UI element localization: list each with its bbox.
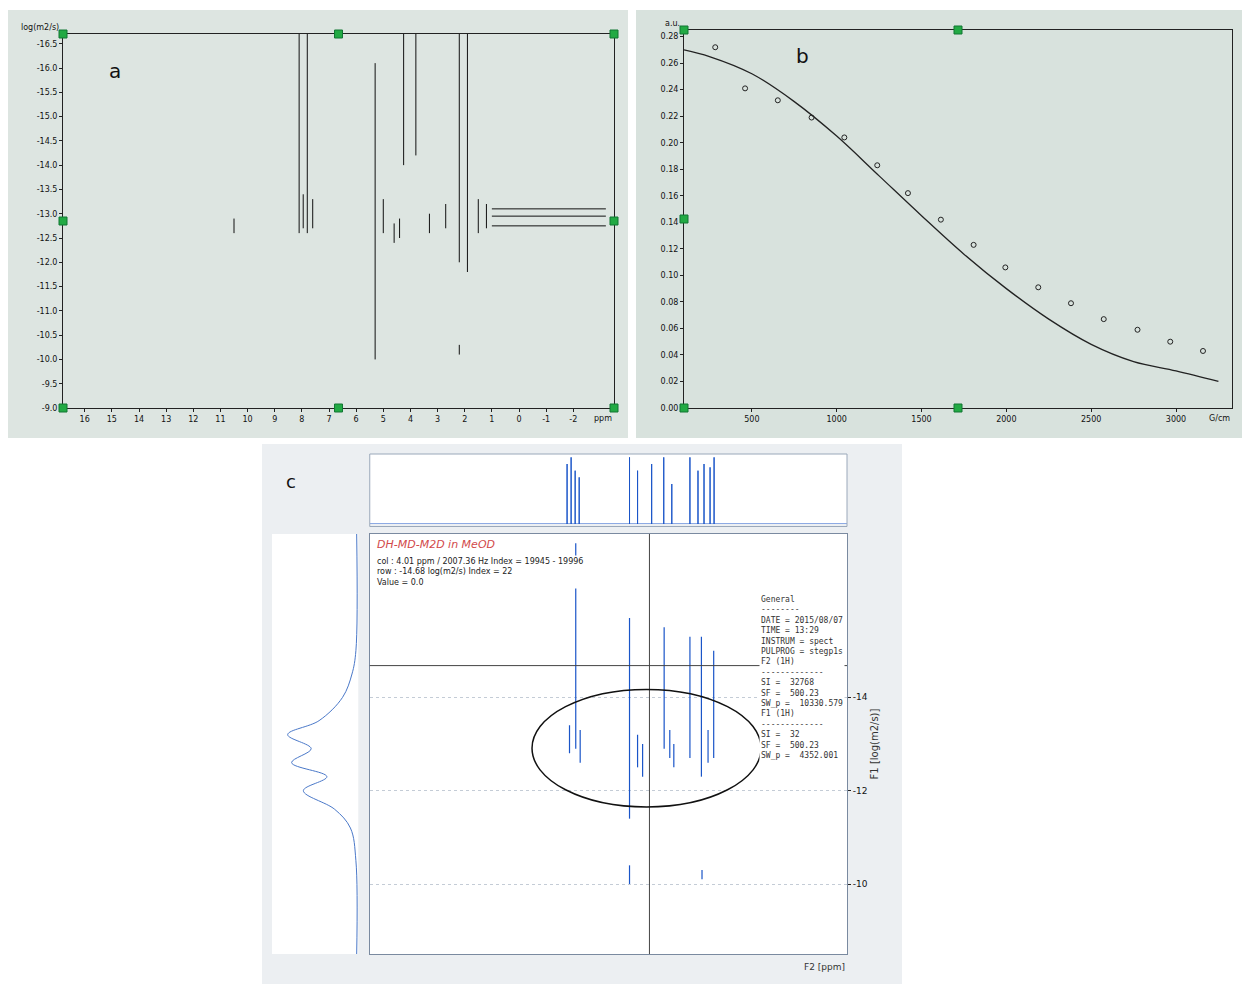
svg-text:14: 14: [134, 415, 144, 424]
svg-text:0: 0: [516, 415, 521, 424]
svg-text:10: 10: [242, 415, 252, 424]
svg-text:0.10: 0.10: [661, 271, 679, 280]
svg-text:b: b: [796, 44, 809, 68]
svg-text:5: 5: [381, 415, 386, 424]
svg-text:F2 [ppm]: F2 [ppm]: [804, 962, 845, 972]
svg-text:-12.0: -12.0: [37, 258, 58, 267]
svg-text:-15.5: -15.5: [37, 88, 58, 97]
svg-text:-10: -10: [853, 879, 868, 889]
svg-text:0.20: 0.20: [661, 139, 679, 148]
svg-text:-11.5: -11.5: [37, 282, 58, 291]
svg-text:-10.5: -10.5: [37, 331, 58, 340]
svg-text:-10.0: -10.0: [37, 355, 58, 364]
svg-text:-2: -2: [569, 415, 577, 424]
svg-text:2: 2: [462, 415, 467, 424]
svg-text:-9.5: -9.5: [42, 380, 58, 389]
svg-text:-16.5: -16.5: [37, 40, 58, 49]
svg-text:15: 15: [107, 415, 117, 424]
svg-text:0.02: 0.02: [661, 377, 679, 386]
svg-text:0.18: 0.18: [661, 165, 679, 174]
svg-text:0.00: 0.00: [661, 404, 679, 413]
svg-text:0.22: 0.22: [661, 112, 679, 121]
svg-text:0.24: 0.24: [661, 85, 679, 94]
svg-text:-1: -1: [542, 415, 550, 424]
svg-text:F1 [log(m2/s)]: F1 [log(m2/s)]: [869, 708, 880, 779]
svg-text:16: 16: [80, 415, 90, 424]
svg-text:-15.0: -15.0: [37, 112, 58, 121]
svg-text:a.u.: a.u.: [665, 19, 680, 28]
svg-text:0.08: 0.08: [661, 298, 679, 307]
svg-text:DH-MD-M2D in MeOD: DH-MD-M2D in MeOD: [377, 538, 495, 551]
svg-text:-11.0: -11.0: [37, 307, 58, 316]
svg-text:0.16: 0.16: [661, 192, 679, 201]
svg-text:col : 4.01 ppm / 2007.36 Hz In: col : 4.01 ppm / 2007.36 Hz Index = 1994…: [377, 557, 583, 587]
svg-text:13: 13: [161, 415, 171, 424]
svg-text:log(m2/s): log(m2/s): [21, 23, 59, 32]
svg-text:9: 9: [272, 415, 277, 424]
svg-text:-16.0: -16.0: [37, 64, 58, 73]
svg-text:3: 3: [435, 415, 440, 424]
svg-text:-12: -12: [853, 786, 868, 796]
svg-text:1000: 1000: [827, 415, 847, 424]
svg-text:0.28: 0.28: [661, 32, 679, 41]
svg-text:0.06: 0.06: [661, 324, 679, 333]
svg-text:0.26: 0.26: [661, 59, 679, 68]
svg-text:ppm: ppm: [594, 414, 612, 423]
svg-text:1: 1: [489, 415, 494, 424]
svg-text:2000: 2000: [996, 415, 1016, 424]
svg-text:-12.5: -12.5: [37, 234, 58, 243]
svg-text:7: 7: [326, 415, 331, 424]
svg-text:-13.5: -13.5: [37, 185, 58, 194]
svg-text:3000: 3000: [1166, 415, 1186, 424]
svg-text:c: c: [286, 471, 296, 492]
svg-text:6: 6: [354, 415, 359, 424]
svg-text:-14: -14: [853, 692, 868, 702]
svg-text:General--------DATE = 2015/08/: General--------DATE = 2015/08/07TIME = 1…: [761, 595, 843, 760]
svg-text:12: 12: [188, 415, 198, 424]
svg-text:-9.0: -9.0: [42, 404, 58, 413]
svg-text:2500: 2500: [1081, 415, 1101, 424]
svg-text:-14.0: -14.0: [37, 161, 58, 170]
svg-text:0.14: 0.14: [661, 218, 679, 227]
svg-text:8: 8: [299, 415, 304, 424]
svg-text:G/cm: G/cm: [1209, 414, 1230, 423]
svg-text:0.12: 0.12: [661, 245, 679, 254]
svg-text:a: a: [109, 59, 121, 83]
svg-text:1500: 1500: [911, 415, 931, 424]
svg-text:4: 4: [408, 415, 413, 424]
svg-text:11: 11: [215, 415, 225, 424]
svg-text:500: 500: [744, 415, 759, 424]
svg-text:0.04: 0.04: [661, 351, 679, 360]
svg-text:-13.0: -13.0: [37, 210, 58, 219]
svg-text:-14.5: -14.5: [37, 137, 58, 146]
